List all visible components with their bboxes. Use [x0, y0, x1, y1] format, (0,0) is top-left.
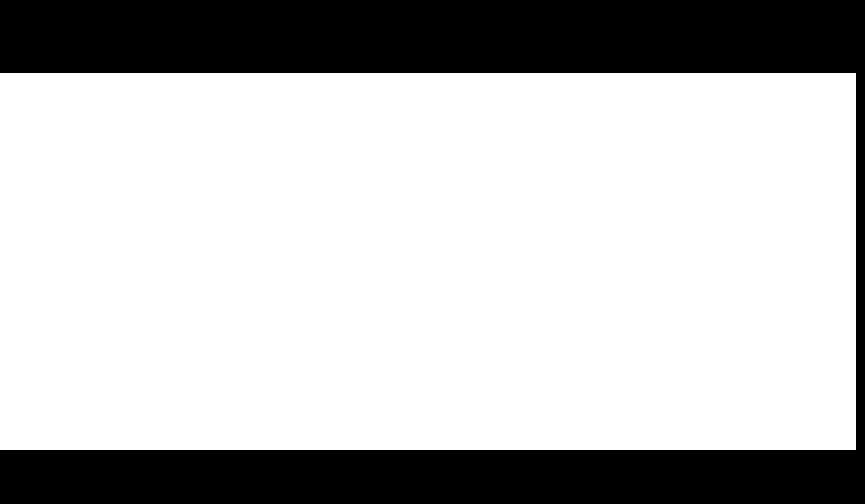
legend-item-passive-index-fund[interactable] — [369, 412, 393, 428]
legend-marker-icon — [369, 412, 385, 428]
y-axis-title — [32, 138, 48, 338]
chart-area — [0, 73, 856, 450]
